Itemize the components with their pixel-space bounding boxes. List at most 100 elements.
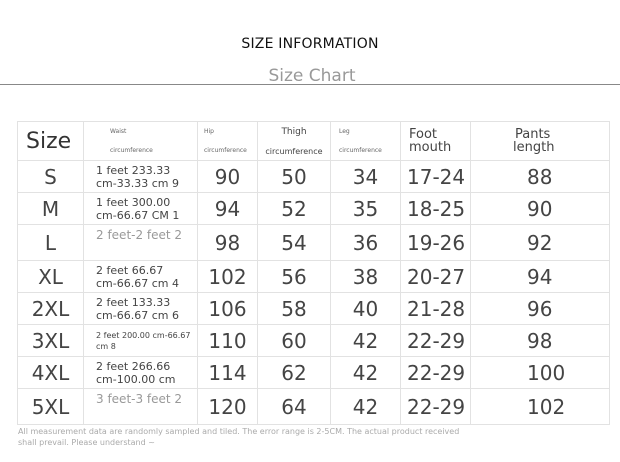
leg-cell: 40 bbox=[330, 292, 401, 325]
waist-line-2: cm-66.67 cm 6 bbox=[96, 308, 179, 322]
foot-mouth-cell: 22-29 bbox=[400, 388, 471, 425]
header-foot-mouth: Foot mouth bbox=[400, 121, 471, 161]
leg-cell: 42 bbox=[330, 356, 401, 389]
size-cell: S bbox=[17, 160, 84, 193]
table-row: L 2 feet-2 feet 2 98 54 36 19-26 92 bbox=[17, 224, 610, 261]
waist-cell: 1 feet 233.33 cm-33.33 cm 9 bbox=[83, 160, 198, 193]
header-pants-sub: length bbox=[513, 140, 555, 155]
header-hip-label: Hip bbox=[204, 128, 214, 135]
page-title: SIZE INFORMATION bbox=[241, 36, 379, 52]
header-waist-label: Waist bbox=[110, 128, 127, 135]
pants-length-cell: 90 bbox=[470, 192, 610, 225]
hip-cell: 90 bbox=[197, 160, 258, 193]
header-thigh-label: Thigh bbox=[281, 126, 307, 137]
header-thigh: Thigh circumference bbox=[257, 121, 331, 161]
header-pants-label: Pants bbox=[515, 127, 551, 142]
hip-cell: 102 bbox=[197, 260, 258, 293]
table-row: 4XL 2 feet 266.66 cm-100.00 cm 114 62 42 22-29… bbox=[17, 356, 610, 389]
foot-mouth-cell: 22-29 bbox=[400, 356, 471, 389]
hip-cell: 94 bbox=[197, 192, 258, 225]
waist-line-2: cm 8 bbox=[96, 341, 116, 351]
thigh-cell: 60 bbox=[257, 324, 331, 357]
thigh-cell: 50 bbox=[257, 160, 331, 193]
waist-line-1: 2 feet-2 feet 2 bbox=[96, 228, 183, 242]
header-foot-label: Foot bbox=[409, 127, 438, 142]
waist-cell: 1 feet 300.00 cm-66.67 CM 1 bbox=[83, 192, 198, 225]
pants-length-cell: 96 bbox=[470, 292, 610, 325]
foot-mouth-cell: 18-25 bbox=[400, 192, 471, 225]
size-cell: 2XL bbox=[17, 292, 84, 325]
foot-mouth-cell: 20-27 bbox=[400, 260, 471, 293]
footnote: All measurement data are randomly sample… bbox=[18, 426, 518, 448]
waist-line-1: 3 feet-3 feet 2 bbox=[96, 392, 183, 406]
header-pants-length: Pants length bbox=[470, 121, 610, 161]
size-cell: 3XL bbox=[17, 324, 84, 357]
pants-length-cell: 98 bbox=[470, 324, 610, 357]
thigh-cell: 56 bbox=[257, 260, 331, 293]
hip-cell: 106 bbox=[197, 292, 258, 325]
pants-length-cell: 102 bbox=[470, 388, 610, 425]
footnote-line-1: All measurement data are randomly sample… bbox=[18, 427, 460, 436]
waist-line-1: 2 feet 200.00 cm-66.67 bbox=[96, 330, 191, 340]
waist-line-2: cm-66.67 cm 4 bbox=[96, 276, 179, 290]
leg-cell: 36 bbox=[330, 224, 401, 261]
header-foot-sub: mouth bbox=[409, 140, 452, 155]
hip-cell: 114 bbox=[197, 356, 258, 389]
footnote-line-2: shall prevail. Please understand ~ bbox=[18, 438, 155, 447]
waist-line-2: cm-100.00 cm bbox=[96, 372, 176, 386]
waist-cell: 2 feet 66.67 cm-66.67 cm 4 bbox=[83, 260, 198, 293]
waist-cell: 2 feet 266.66 cm-100.00 cm bbox=[83, 356, 198, 389]
table-row: XL 2 feet 66.67 cm-66.67 cm 4 102 56 38 20-27 9… bbox=[17, 260, 610, 293]
header-waist: Waist circumference bbox=[83, 121, 198, 161]
waist-line-1: 2 feet 66.67 bbox=[96, 263, 164, 277]
header-waist-sub: circumference bbox=[110, 147, 153, 154]
waist-cell: 2 feet 133.33 cm-66.67 cm 6 bbox=[83, 292, 198, 325]
size-cell: 5XL bbox=[17, 388, 84, 425]
header-thigh-sub: circumference bbox=[265, 146, 323, 156]
foot-mouth-cell: 19-26 bbox=[400, 224, 471, 261]
table-row: 5XL 3 feet-3 feet 2 120 64 42 22-29 102 bbox=[17, 388, 610, 425]
leg-cell: 42 bbox=[330, 388, 401, 425]
waist-line-2: cm-33.33 cm 9 bbox=[96, 176, 179, 190]
foot-mouth-cell: 22-29 bbox=[400, 324, 471, 357]
thigh-cell: 64 bbox=[257, 388, 331, 425]
leg-cell: 42 bbox=[330, 324, 401, 357]
waist-cell: 3 feet-3 feet 2 bbox=[83, 388, 198, 425]
header-leg-label: Leg bbox=[339, 128, 350, 135]
hip-cell: 120 bbox=[197, 388, 258, 425]
size-chart-table: Size Waist circumference Hip circumferen… bbox=[17, 121, 610, 425]
thigh-cell: 54 bbox=[257, 224, 331, 261]
header-leg: Leg circumference bbox=[330, 121, 401, 161]
hip-cell: 98 bbox=[197, 224, 258, 261]
pants-length-cell: 88 bbox=[470, 160, 610, 193]
header-leg-sub: circumference bbox=[339, 147, 382, 154]
header-hip-sub: circumference bbox=[204, 147, 247, 154]
header-size: Size bbox=[17, 121, 84, 161]
waist-cell: 2 feet-2 feet 2 bbox=[83, 224, 198, 261]
thigh-cell: 62 bbox=[257, 356, 331, 389]
leg-cell: 34 bbox=[330, 160, 401, 193]
thigh-cell: 58 bbox=[257, 292, 331, 325]
hip-cell: 110 bbox=[197, 324, 258, 357]
waist-line-2: cm-66.67 CM 1 bbox=[96, 208, 180, 222]
table-header-row: Size Waist circumference Hip circumferen… bbox=[17, 121, 610, 161]
leg-cell: 38 bbox=[330, 260, 401, 293]
thigh-cell: 52 bbox=[257, 192, 331, 225]
header-hip: Hip circumference bbox=[197, 121, 258, 161]
foot-mouth-cell: 21-28 bbox=[400, 292, 471, 325]
divider bbox=[0, 84, 620, 85]
size-cell: 4XL bbox=[17, 356, 84, 389]
waist-line-1: 2 feet 133.33 bbox=[96, 295, 171, 309]
waist-cell: 2 feet 200.00 cm-66.67 cm 8 bbox=[83, 324, 198, 357]
page-subtitle: Size Chart bbox=[268, 66, 356, 86]
foot-mouth-cell: 17-24 bbox=[400, 160, 471, 193]
waist-line-1: 1 feet 233.33 bbox=[96, 163, 171, 177]
pants-length-cell: 94 bbox=[470, 260, 610, 293]
size-cell: L bbox=[17, 224, 84, 261]
leg-cell: 35 bbox=[330, 192, 401, 225]
waist-line-1: 1 feet 300.00 bbox=[96, 195, 171, 209]
table-row: 3XL 2 feet 200.00 cm-66.67 cm 8 110 60 42 22-2… bbox=[17, 324, 610, 357]
pants-length-cell: 92 bbox=[470, 224, 610, 261]
